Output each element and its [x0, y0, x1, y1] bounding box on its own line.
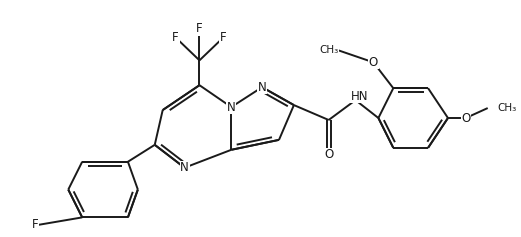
Text: CH₃: CH₃: [319, 46, 339, 55]
Text: F: F: [32, 218, 39, 231]
Text: N: N: [258, 81, 266, 94]
Text: O: O: [461, 111, 470, 124]
Text: F: F: [220, 31, 227, 44]
Text: F: F: [172, 31, 179, 44]
Text: CH₃: CH₃: [498, 103, 517, 113]
Text: F: F: [196, 22, 203, 35]
Text: O: O: [369, 56, 378, 69]
Text: O: O: [324, 148, 333, 161]
Text: N: N: [180, 161, 189, 174]
Text: N: N: [227, 100, 235, 114]
Text: HN: HN: [351, 90, 368, 103]
